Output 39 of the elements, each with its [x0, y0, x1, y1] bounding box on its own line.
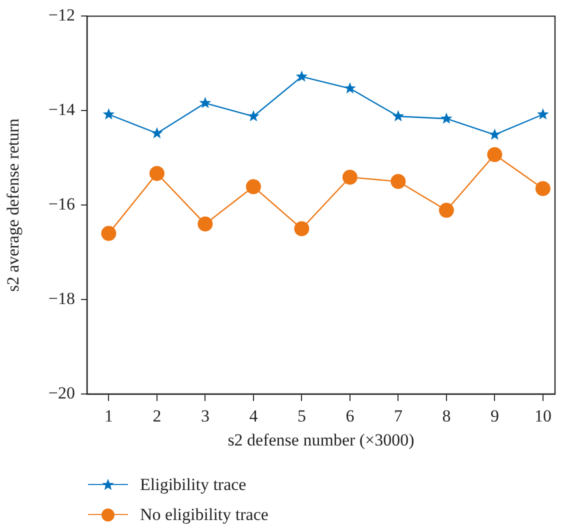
x-tick-label: 5 [297, 406, 306, 426]
x-tick-label: 4 [249, 406, 258, 426]
point [440, 112, 452, 124]
point [149, 166, 164, 181]
y-tick-label: −20 [48, 383, 75, 402]
x-tick-label: 3 [200, 406, 210, 426]
point [296, 70, 308, 82]
y-tick-label: −14 [48, 100, 76, 120]
point [199, 96, 212, 108]
point [246, 179, 261, 194]
point [101, 226, 116, 241]
point [102, 108, 115, 120]
point [248, 110, 260, 122]
point [438, 202, 454, 218]
y-tick-label: −18 [48, 289, 75, 308]
point [198, 216, 213, 232]
x-tick-label: 2 [152, 406, 162, 426]
x-tick-label: 7 [394, 406, 403, 426]
point [390, 174, 406, 189]
x-tick-label: 8 [442, 406, 451, 426]
y-axis-title: s2 average defense return [4, 118, 23, 292]
legend-label: No eligibility trace [140, 505, 268, 525]
point [487, 147, 502, 162]
point [392, 110, 404, 122]
legend-label: Eligibility trace [140, 475, 246, 495]
x-tick-label: 10 [534, 406, 552, 426]
x-tick-label: 6 [346, 406, 354, 426]
point [344, 82, 356, 94]
point [151, 127, 163, 138]
y-tick-label: −16 [48, 194, 75, 214]
point [294, 221, 310, 236]
point [488, 128, 501, 140]
y-tick-label: −12 [48, 6, 75, 25]
x-axis-title: s2 defense number (×3000) [228, 430, 414, 450]
point [342, 170, 358, 185]
point [535, 181, 550, 196]
x-tick-label: 9 [490, 406, 499, 426]
point [537, 108, 549, 120]
x-tick-label: 1 [104, 406, 113, 426]
